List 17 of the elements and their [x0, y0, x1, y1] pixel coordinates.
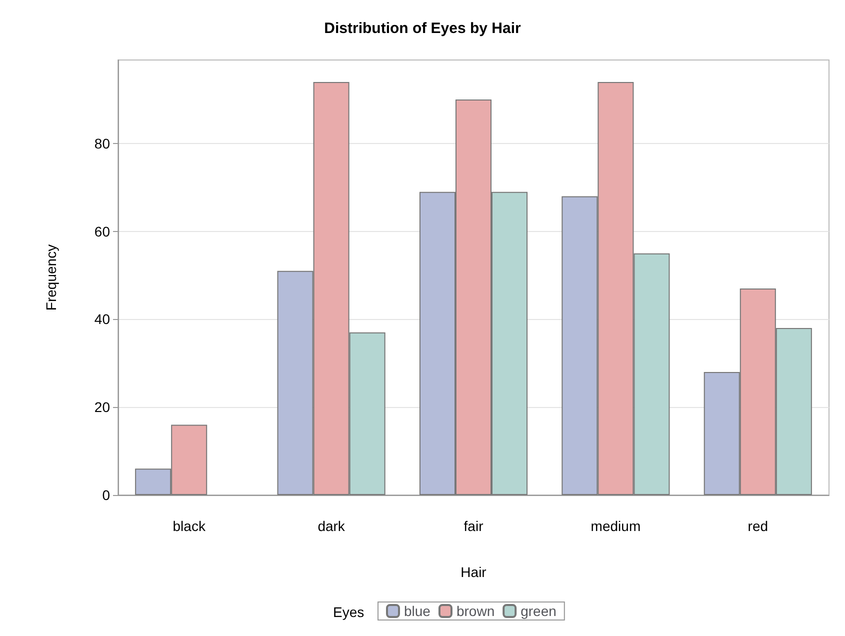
- x-tick-label: medium: [590, 518, 641, 534]
- legend-title: Eyes: [333, 604, 364, 620]
- y-axis-title: Frequency: [43, 244, 59, 311]
- y-tick-label: 20: [94, 399, 110, 416]
- legend-label: green: [520, 603, 556, 619]
- x-tick-label: dark: [318, 518, 346, 534]
- chart-title: Distribution of Eyes by Hair: [324, 20, 522, 37]
- y-tick-label: 60: [94, 223, 110, 240]
- y-tick-label: 0: [102, 487, 110, 503]
- y-tick-label: 80: [94, 135, 110, 152]
- legend-label: blue: [404, 603, 431, 619]
- x-tick-label: fair: [464, 518, 484, 534]
- x-tick-label: black: [172, 518, 206, 534]
- legend-label: brown: [456, 603, 495, 619]
- x-tick-label: red: [748, 518, 768, 534]
- x-axis-title: Hair: [460, 564, 487, 580]
- y-tick-label: 40: [94, 311, 110, 328]
